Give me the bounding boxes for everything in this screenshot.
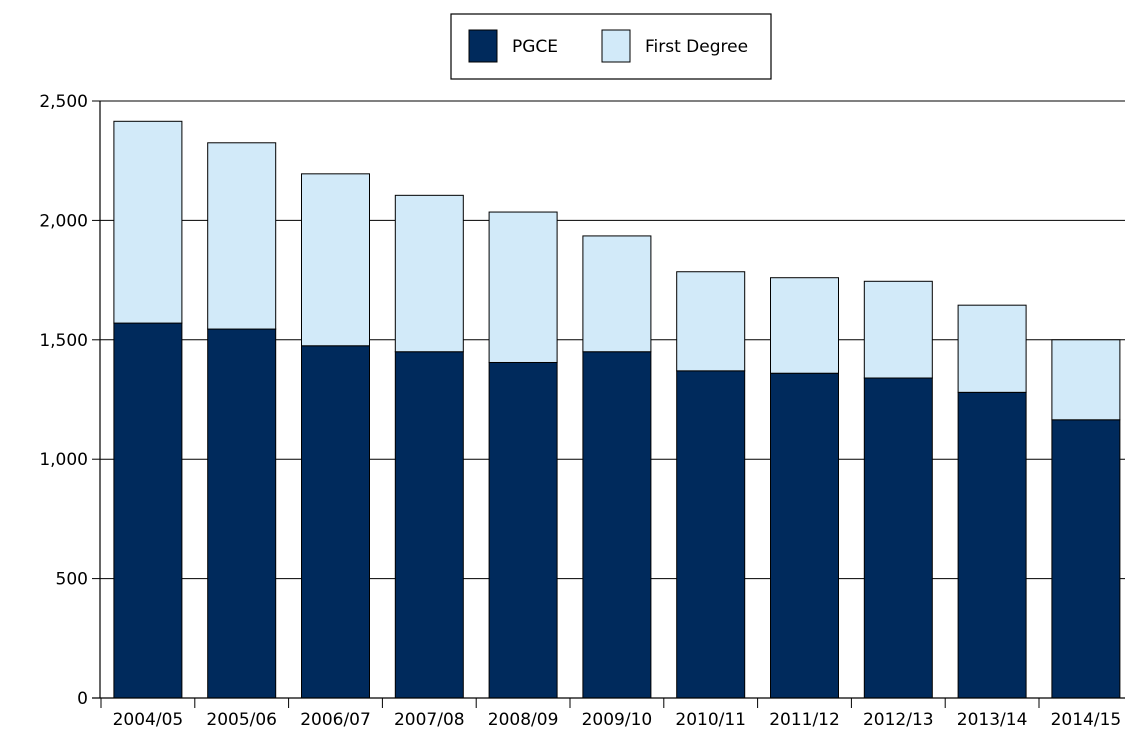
y-tick-label: 0 bbox=[77, 689, 88, 709]
bar-first-degree bbox=[863, 280, 933, 379]
legend: PGCE First Degree bbox=[450, 13, 772, 80]
bar-pgce bbox=[488, 361, 558, 699]
bars bbox=[113, 120, 1121, 699]
bar-first-degree bbox=[488, 211, 558, 363]
bar-pgce bbox=[582, 351, 652, 699]
x-tick-label: 2011/12 bbox=[769, 710, 840, 730]
axes: 0 500 1,000 1,500 2,000 2,500 2004/05 2005/06 20… bbox=[39, 92, 1125, 730]
bar-pgce bbox=[394, 351, 464, 699]
y-tick-label: 2,000 bbox=[39, 211, 88, 231]
bar-first-degree bbox=[394, 194, 464, 353]
x-tick-label: 2005/06 bbox=[206, 710, 277, 730]
x-tick-label: 2009/10 bbox=[582, 710, 653, 730]
bar-pgce bbox=[1051, 419, 1121, 699]
y-tick-label: 1,000 bbox=[39, 450, 88, 470]
x-tick-label: 2014/15 bbox=[1051, 710, 1122, 730]
x-tick-label: 2012/13 bbox=[863, 710, 934, 730]
bar-pgce bbox=[770, 372, 839, 699]
x-tick-label: 2004/05 bbox=[113, 710, 184, 730]
bar-first-degree bbox=[301, 173, 370, 347]
x-tick-label: 2007/08 bbox=[394, 710, 465, 730]
bar-first-degree bbox=[770, 277, 839, 374]
y-tick-label: 500 bbox=[56, 570, 88, 590]
legend-label-pgce: PGCE bbox=[512, 37, 558, 57]
bar-first-degree bbox=[676, 271, 746, 372]
bar-first-degree bbox=[207, 142, 277, 330]
x-tick-label: 2008/09 bbox=[488, 710, 559, 730]
bar-first-degree bbox=[957, 304, 1027, 393]
bar-pgce bbox=[113, 322, 183, 699]
bar-first-degree bbox=[1051, 339, 1121, 421]
bar-pgce bbox=[207, 328, 277, 699]
legend-swatch-first-degree bbox=[601, 29, 631, 63]
bar-pgce bbox=[301, 345, 370, 699]
x-tick-label: 2006/07 bbox=[300, 710, 371, 730]
bar-pgce bbox=[957, 391, 1027, 699]
x-tick-label: 2013/14 bbox=[957, 710, 1028, 730]
legend-swatch-pgce bbox=[468, 29, 498, 63]
bar-pgce bbox=[676, 370, 746, 699]
bar-first-degree bbox=[113, 120, 183, 324]
y-tick-label: 2,500 bbox=[39, 92, 88, 112]
bar-first-degree bbox=[582, 235, 652, 353]
legend-label-first-degree: First Degree bbox=[645, 37, 748, 57]
y-tick-label: 1,500 bbox=[39, 331, 88, 351]
bar-pgce bbox=[863, 377, 933, 699]
x-tick-label: 2010/11 bbox=[675, 710, 746, 730]
